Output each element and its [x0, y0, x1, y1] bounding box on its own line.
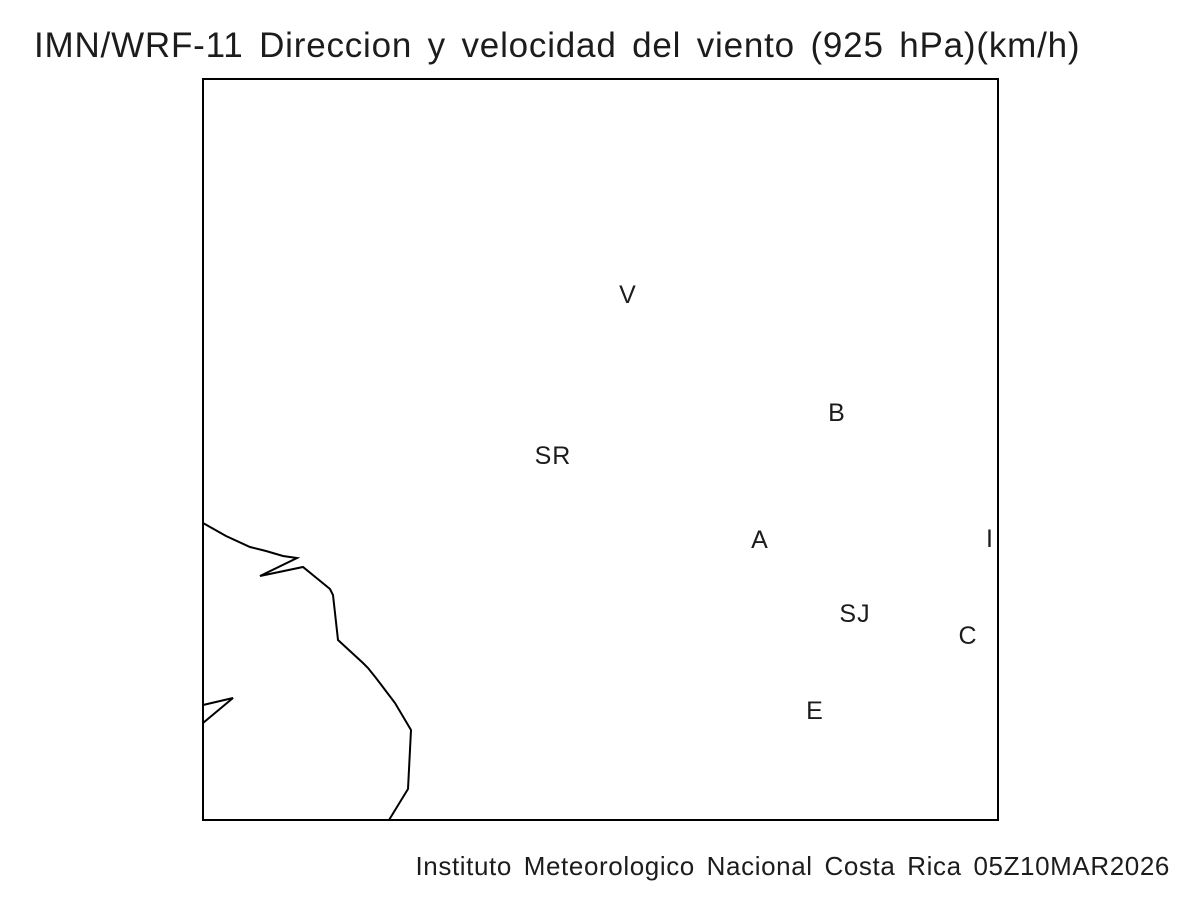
- station-label-v: V: [619, 281, 637, 309]
- map-title: IMN/WRF-11 Direccion y velocidad del vie…: [34, 26, 1081, 65]
- station-label-a: A: [751, 526, 769, 554]
- credit-line: Instituto Meteorologico Nacional Costa R…: [415, 851, 1170, 881]
- coastlines: [202, 522, 413, 821]
- station-label-b: B: [828, 399, 846, 427]
- map-frame: [202, 78, 999, 821]
- station-labels: V B SR A I SJ C E: [535, 281, 994, 725]
- station-label-e: E: [806, 697, 824, 725]
- station-label-c: C: [958, 622, 977, 650]
- station-label-i: I: [986, 525, 994, 553]
- coastline-inlet-wedge: [202, 697, 234, 724]
- station-label-sr: SR: [535, 442, 572, 470]
- station-label-sj: SJ: [839, 600, 870, 628]
- coastline-main-coast: [202, 522, 413, 821]
